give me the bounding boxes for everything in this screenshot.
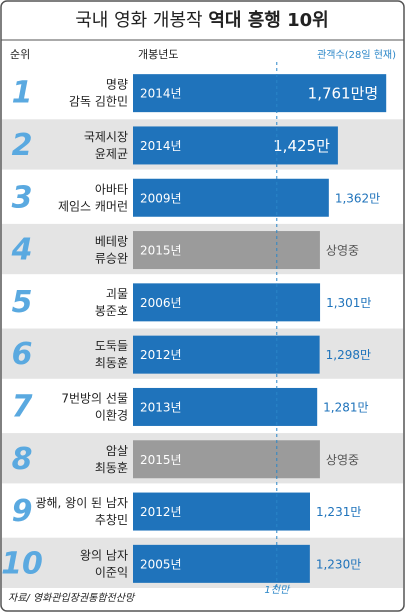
movie-title: 왕의 남자 <box>80 548 128 562</box>
movie-title: 광해, 왕이 된 남자 <box>35 496 128 510</box>
year: 2006년 <box>140 296 182 310</box>
title-main: 국내 영화 개봉작 <box>75 10 202 31</box>
year: 2013년 <box>140 400 182 414</box>
rank: 6 <box>12 337 33 372</box>
director: 감독 김한민 <box>69 95 128 109</box>
source: 자료/ 영화관입장권통합전산망 <box>8 592 136 604</box>
value-label: 1,230만 <box>316 557 361 571</box>
movie-title: 7번방의 선물 <box>61 391 128 405</box>
bar <box>133 283 321 322</box>
bar <box>133 231 320 270</box>
year: 2005년 <box>140 557 182 571</box>
movie-title: 명량 <box>106 78 128 92</box>
year: 2014년 <box>140 87 182 101</box>
director: 윤제균 <box>95 147 128 161</box>
year: 2014년 <box>140 139 182 153</box>
value-label: 1,231만 <box>316 505 361 519</box>
year: 2015년 <box>140 453 182 467</box>
bar <box>133 74 387 113</box>
director: 최동훈 <box>95 356 128 370</box>
movie-title: 국제시장 <box>84 130 128 144</box>
value-label: 상영중 <box>326 453 359 467</box>
movie-title: 암살 <box>106 444 128 458</box>
movie-title: 괴물 <box>106 287 128 301</box>
director: 추창민 <box>95 513 128 527</box>
bar <box>133 178 329 217</box>
director: 제임스 캐머런 <box>58 199 128 213</box>
rank: 7 <box>12 389 33 424</box>
rank: 8 <box>12 442 33 477</box>
movie-title: 도둑들 <box>95 339 128 353</box>
rank: 4 <box>11 233 33 268</box>
director: 이준익 <box>95 565 128 579</box>
year: 2015년 <box>140 244 182 258</box>
rank: 10 <box>1 546 43 581</box>
director: 봉준호 <box>95 304 128 318</box>
bar <box>133 387 318 426</box>
bar <box>133 544 310 583</box>
bar <box>133 335 320 374</box>
director: 최동훈 <box>95 461 128 475</box>
year: 2009년 <box>140 191 182 205</box>
year: 2012년 <box>140 505 182 519</box>
value-label: 상영중 <box>326 244 359 258</box>
rank: 3 <box>12 180 33 215</box>
bar <box>133 492 310 531</box>
rank: 2 <box>12 128 33 163</box>
year-header: 개봉년도 <box>138 48 178 61</box>
value-label: 1,425만 <box>273 137 330 155</box>
bar <box>133 440 320 479</box>
year: 2012년 <box>140 348 182 362</box>
value-label: 1,362만 <box>335 191 380 205</box>
chart-title: 국내 영화 개봉작 역대 흥행 10위 <box>75 9 329 31</box>
rank: 5 <box>12 285 33 320</box>
movie-title: 베테랑 <box>95 235 128 249</box>
movie-title: 아바타 <box>95 182 128 196</box>
value-label: 1,761만명 <box>308 85 379 103</box>
reference-label: 1천만 <box>264 584 291 596</box>
value-label: 1,298만 <box>326 348 371 362</box>
bar <box>133 126 338 165</box>
rank: 1 <box>12 76 33 111</box>
rank: 9 <box>12 494 33 529</box>
rank-header: 순위 <box>10 48 30 61</box>
value-label: 1,281만 <box>323 400 368 414</box>
director: 이환경 <box>95 408 128 422</box>
value-header: 관객수(28일 현재) <box>317 49 396 61</box>
director: 류승완 <box>95 252 128 266</box>
title-emphasis: 역대 흥행 10위 <box>208 9 328 31</box>
value-label: 1,301만 <box>326 296 371 310</box>
